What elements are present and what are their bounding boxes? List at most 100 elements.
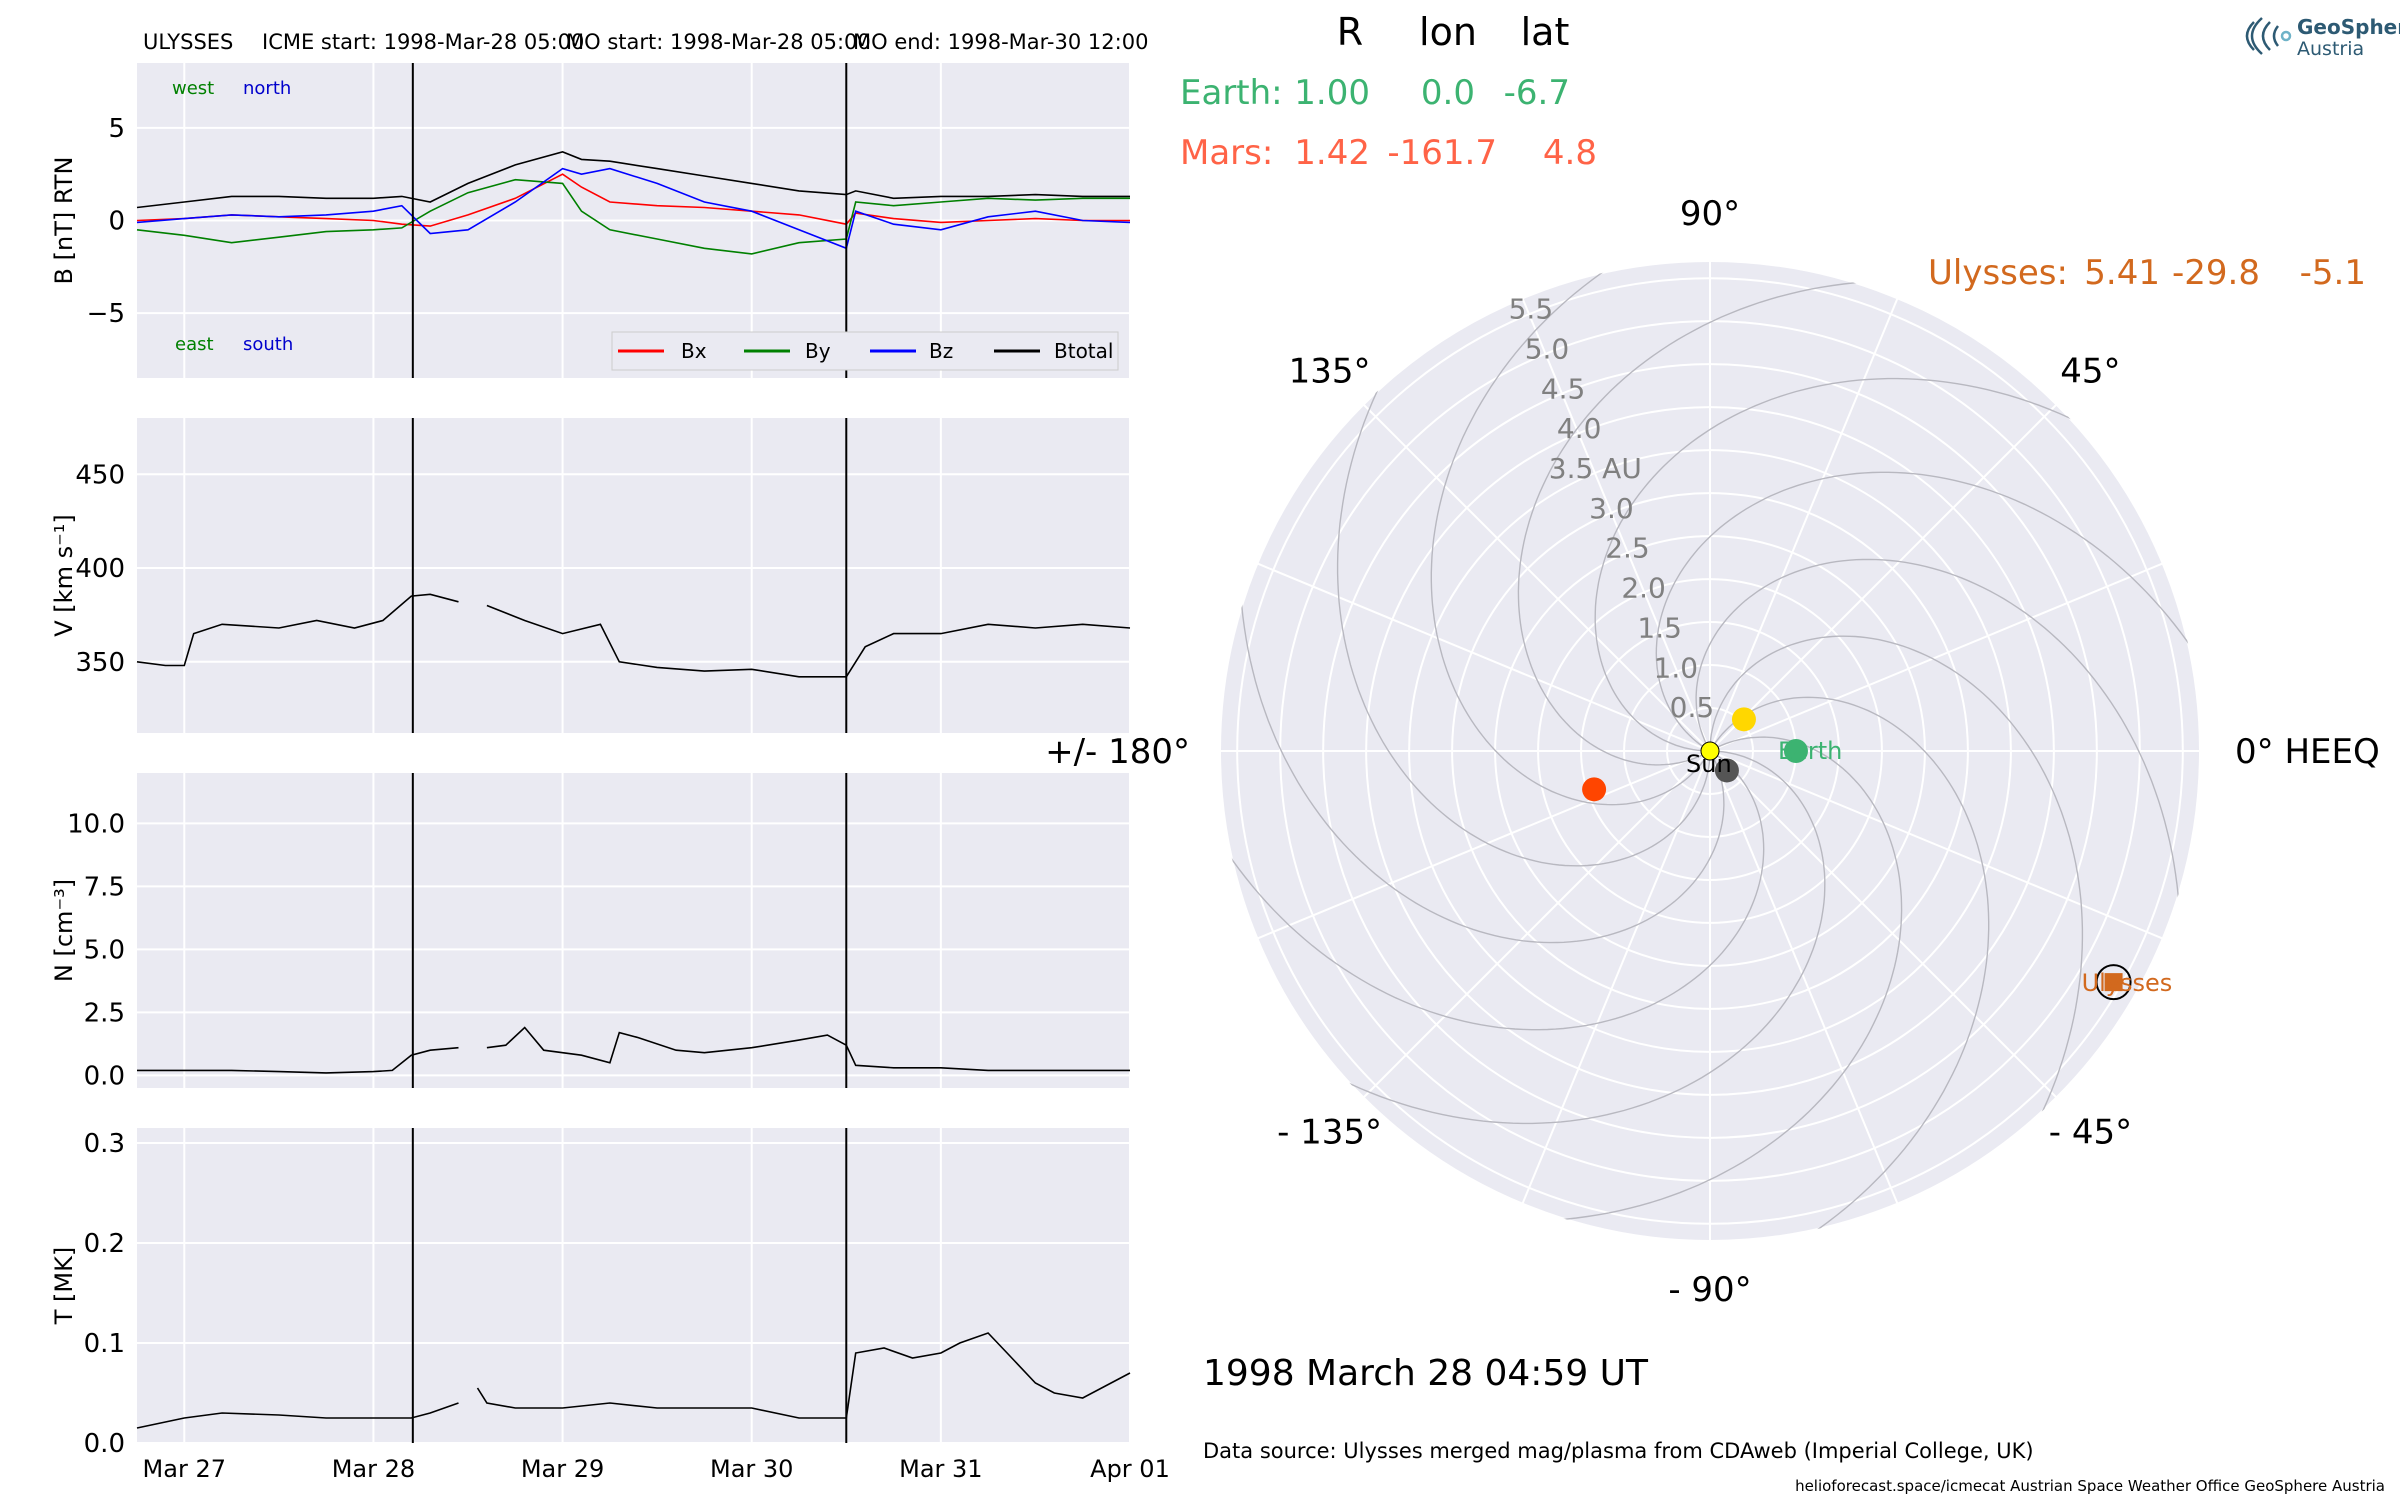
spiral-line [1238, 419, 1725, 944]
header-spacecraft: ULYSSES [143, 30, 233, 54]
radial-tick-label: 4.5 [1541, 372, 1586, 405]
series-line-v [136, 593, 459, 667]
polar-spoke [1362, 403, 1711, 752]
row-earth-lon: 0.0 [1421, 73, 1475, 113]
radial-tick-label: 1.5 [1637, 611, 1682, 644]
legend-label-bz: Bz [929, 339, 953, 363]
row-earth-name: Earth: [1180, 73, 1283, 113]
density-plot: 10.0 7.5 5.0 2.5 0.0 N [cm⁻³] [50, 773, 1131, 1091]
row-ulysses-name: Ulysses: [1928, 253, 2068, 293]
ulysses-label: Ulysses [2082, 969, 2173, 997]
logo-line2: Austria [2297, 38, 2364, 60]
row-mars-name: Mars: [1180, 133, 1273, 173]
radial-tick-label: 4.0 [1557, 412, 1602, 445]
y-tick-label: 0.3 [84, 1129, 125, 1159]
header-mo-start: MO start: 1998-Mar-28 05:00 [566, 30, 871, 54]
row-mars-r: 1.42 [1294, 133, 1370, 173]
mars-marker [1582, 777, 1607, 802]
range-ring [1408, 449, 2012, 1053]
yellow-body-marker [1731, 707, 1756, 732]
row-mars-lon: -161.7 [1387, 133, 1497, 173]
row-ulysses-lon: -29.8 [2172, 253, 2260, 293]
panel-density [137, 773, 1130, 1088]
panel-velocity [137, 418, 1130, 733]
annotation-west: west [172, 78, 214, 99]
logo-line1: GeoSphere [2297, 15, 2400, 39]
spiral-line [1709, 635, 2084, 1241]
radial-tick-label: 5.5 [1509, 293, 1554, 326]
y-axis-label: T [MK] [50, 1247, 78, 1325]
y-tick-label: −5 [87, 299, 125, 329]
positions-table: R lon lat Earth: 1.00 0.0 -6.7 Mars: 1.4… [1180, 10, 2366, 293]
y-tick-label: 5 [108, 114, 125, 144]
spiral-line [1655, 471, 2200, 814]
polar-spoke [1709, 750, 1899, 1205]
spiral-line [1336, 261, 1711, 867]
polar-spoke [1521, 297, 1711, 752]
logo-mark-icon [2245, 17, 2292, 55]
series-line-t [136, 1402, 459, 1429]
table-header-lat: lat [1521, 10, 1570, 54]
series-line-n [486, 1026, 1130, 1072]
y-tick-label: 0.0 [84, 1061, 125, 1091]
geosphere-logo: GeoSphere Austria [2245, 15, 2400, 60]
annotation-north: north [243, 78, 291, 99]
angle-label: 0° HEEQ [2235, 732, 2380, 772]
spiral-line [1220, 750, 1826, 1125]
y-tick-label: 350 [75, 648, 125, 678]
legend-frame [611, 331, 1119, 371]
series-line-v [486, 604, 1131, 678]
row-earth-lat: -6.7 [1504, 73, 1570, 113]
range-ring [1580, 621, 1840, 881]
b-field-annotations: west north east south [172, 78, 293, 355]
data-source: Data source: Ulysses merged mag/plasma f… [1203, 1439, 2034, 1463]
annotation-east: east [175, 334, 214, 355]
spiral-line [1430, 261, 1773, 806]
range-ring [1236, 277, 2184, 1225]
x-tick-label: Mar 27 [143, 1455, 226, 1483]
header: ULYSSES ICME start: 1998-Mar-28 05:00 MO… [143, 30, 1148, 54]
credits: helioforecast.space/icmecat Austrian Spa… [1795, 1477, 2385, 1495]
temperature-plot: 0.3 0.2 0.1 0.0 T [MK] Mar 27 Mar 28 Mar 29 Mar … [50, 1128, 1170, 1483]
y-tick-label: 0 [108, 207, 125, 237]
spiral-line [1517, 279, 2042, 766]
spiral-line [1695, 558, 2182, 1083]
angle-label: - 45° [2049, 1112, 2132, 1152]
series-line-btotal [136, 151, 1130, 209]
polar-plot: 0.5 1.0 1.5 2.0 2.5 3.0 3.5 AU 4.0 4.5 5.0 5.5 0° H… [1045, 194, 2380, 1310]
angle-label: 90° [1680, 194, 1740, 234]
b-field-legend: Bx By Bz Btotal [611, 331, 1119, 371]
header-icme-start: ICME start: 1998-Mar-28 05:00 [262, 30, 584, 54]
series-line-n [137, 1046, 459, 1074]
x-tick-label: Mar 30 [710, 1455, 793, 1483]
polar-spoke [1709, 403, 2058, 752]
y-tick-label: 0.0 [84, 1429, 125, 1459]
radial-tick-label: 3.0 [1589, 492, 1634, 525]
x-tick-label: Mar 28 [332, 1455, 415, 1483]
y-tick-label: 10.0 [67, 809, 125, 839]
y-axis-label: V [km s⁻¹] [50, 514, 78, 636]
annotation-south: south [243, 334, 293, 355]
radial-tick-label: 1.0 [1654, 651, 1699, 684]
angle-label: 135° [1289, 352, 1371, 392]
range-ring [1279, 320, 2141, 1182]
legend-label-by: By [805, 339, 831, 363]
x-tick-label: Mar 29 [521, 1455, 604, 1483]
y-tick-label: 7.5 [84, 872, 125, 902]
polar-spoke [1362, 750, 1711, 1099]
spiral-line [1594, 377, 2200, 752]
spiral-line [1220, 688, 1765, 1031]
x-tick-label: Apr 01 [1090, 1455, 1170, 1483]
range-ring [1537, 578, 1883, 924]
range-ring [1322, 363, 2098, 1139]
row-earth-r: 1.00 [1294, 73, 1370, 113]
gray-body-marker [1714, 758, 1739, 783]
y-tick-label: 450 [75, 460, 125, 490]
legend-label-bx: Bx [681, 339, 707, 363]
y-axis-label: B [nT] RTN [50, 157, 78, 285]
radial-tick-label: 0.5 [1670, 691, 1715, 724]
y-axis-label: N [cm⁻³] [50, 879, 78, 982]
angle-label: - 135° [1277, 1112, 1382, 1152]
legend-label-btotal: Btotal [1054, 339, 1113, 363]
